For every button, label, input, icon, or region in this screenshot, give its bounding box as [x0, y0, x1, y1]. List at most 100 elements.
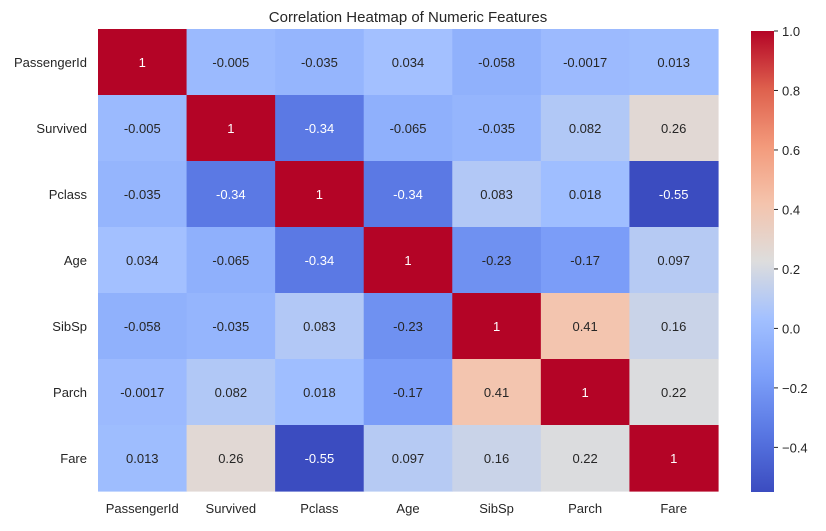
heatmap-cell-pclass-age	[363, 161, 453, 228]
heatmap-cell-fare-age	[363, 425, 453, 492]
heatmap-cell-passengerid-age	[363, 29, 453, 96]
x-tick-label: SibSp	[479, 501, 514, 516]
colorbar-tick-label: 0.4	[782, 202, 800, 217]
heatmap-cell-parch-passengerid	[98, 359, 188, 426]
heatmap-cell-pclass-parch	[540, 161, 631, 228]
heatmap-cell-label: 0.083	[303, 319, 336, 334]
y-tick-label: SibSp	[52, 319, 87, 334]
heatmap-cell-label: -0.065	[390, 121, 427, 136]
heatmap-cell-sibsp-survived	[186, 293, 276, 360]
heatmap-cell-label: -0.34	[216, 187, 246, 202]
colorbar-tick-label: 1.0	[782, 24, 800, 39]
heatmap-cell-label: 0.097	[657, 253, 690, 268]
colorbar-tick-label: 0.8	[782, 83, 800, 98]
heatmap-cell-label: -0.035	[478, 121, 515, 136]
heatmap-cell-label: -0.17	[570, 253, 600, 268]
heatmap-cell-label: -0.34	[393, 187, 423, 202]
x-tick-label: Parch	[568, 501, 602, 516]
heatmap-cell-parch-parch	[540, 359, 631, 426]
x-axis-tick-labels: PassengerId Survived Pclass Age SibSp Parch Fa…	[106, 501, 687, 516]
heatmap-cell-age-sibsp	[452, 227, 542, 294]
heatmap-cell-parch-fare	[629, 359, 719, 426]
heatmap-cell-label: 0.22	[572, 451, 597, 466]
heatmap-cell-survived-fare	[629, 95, 719, 162]
x-tick-label: Pclass	[300, 501, 339, 516]
colorbar-tick-label: −0.4	[782, 440, 808, 455]
heatmap-cell-sibsp-sibsp	[452, 293, 542, 360]
x-tick-label: Survived	[206, 501, 257, 516]
heatmap-cell-survived-parch	[540, 95, 631, 162]
heatmap-cell-sibsp-age	[363, 293, 453, 360]
heatmap-cell-passengerid-survived	[186, 29, 276, 96]
heatmap-cell-label: -0.035	[301, 55, 338, 70]
heatmap-cell-sibsp-passengerid	[98, 293, 188, 360]
heatmap-cell-survived-passengerid	[98, 95, 188, 162]
heatmap-cell-fare-survived	[186, 425, 276, 492]
heatmap-cell-label: 0.26	[661, 121, 686, 136]
heatmap-cell-passengerid-passengerid	[98, 29, 188, 96]
heatmap-cell-labels: 1 -0.005 -0.035 0.034 -0.058 -0.0017 0.013 -0.0…	[120, 55, 690, 466]
heatmap-cell-label: 0.082	[569, 121, 602, 136]
heatmap-cell-label: -0.065	[212, 253, 249, 268]
heatmap-cell-pclass-survived	[186, 161, 276, 228]
y-tick-label: Fare	[60, 451, 87, 466]
heatmap-cell-pclass-fare	[629, 161, 719, 228]
heatmap-cell-label: 0.41	[572, 319, 597, 334]
heatmap-cell-sibsp-pclass	[275, 293, 365, 360]
heatmap-cell-label: 0.16	[661, 319, 686, 334]
heatmap-cell-label: -0.17	[393, 385, 423, 400]
heatmap-cell-label: -0.23	[393, 319, 423, 334]
heatmap-cell-label: -0.058	[478, 55, 515, 70]
heatmap-cell-label: -0.23	[482, 253, 512, 268]
heatmap-cell-label: 0.018	[303, 385, 336, 400]
heatmap-cell-survived-sibsp	[452, 95, 542, 162]
heatmap-cell-pclass-passengerid	[98, 161, 188, 228]
heatmap-cell-passengerid-fare	[629, 29, 719, 96]
heatmap-cell-label: 0.013	[657, 55, 690, 70]
colorbar: −0.4 −0.2 0.0 0.2 0.4 0.6 0.8 1.0	[751, 24, 808, 492]
x-tick-label: Age	[396, 501, 419, 516]
heatmap-cell-label: 0.082	[215, 385, 248, 400]
heatmap-cell-pclass-pclass	[275, 161, 365, 228]
y-tick-label: Pclass	[49, 187, 88, 202]
heatmap-cell-label: 0.013	[126, 451, 159, 466]
x-tick-label: Fare	[660, 501, 687, 516]
chart-title: Correlation Heatmap of Numeric Features	[269, 9, 547, 26]
heatmap-cell-fare-fare	[629, 425, 719, 492]
heatmap-cell-label: 1	[404, 253, 411, 268]
heatmap-cell-label: 1	[227, 121, 234, 136]
colorbar-gradient	[751, 31, 774, 492]
y-tick-label: Parch	[53, 385, 87, 400]
heatmap-cell-label: -0.005	[212, 55, 249, 70]
heatmap-cell-label: 0.26	[218, 451, 243, 466]
x-tick-label: PassengerId	[106, 501, 179, 516]
heatmap-cell-parch-pclass	[275, 359, 365, 426]
heatmap-cell-age-passengerid	[98, 227, 188, 294]
heatmap-cell-age-pclass	[275, 227, 365, 294]
heatmap-cell-fare-sibsp	[452, 425, 542, 492]
heatmap-cells	[98, 29, 719, 492]
colorbar-tick-label: 0.6	[782, 143, 800, 158]
heatmap-cell-label: 0.41	[484, 385, 509, 400]
heatmap-cell-label: 1	[582, 385, 589, 400]
heatmap-cell-parch-age	[363, 359, 453, 426]
heatmap-cell-label: -0.34	[305, 253, 335, 268]
heatmap-cell-label: 0.083	[480, 187, 513, 202]
heatmap-cell-parch-survived	[186, 359, 276, 426]
heatmap-cell-age-age	[363, 227, 453, 294]
heatmap-cell-label: -0.34	[305, 121, 335, 136]
heatmap-cell-age-survived	[186, 227, 276, 294]
colorbar-tick-label: 0.2	[782, 262, 800, 277]
heatmap-cell-passengerid-parch	[540, 29, 631, 96]
heatmap-cell-passengerid-sibsp	[452, 29, 542, 96]
heatmap-cell-label: -0.058	[124, 319, 161, 334]
heatmap-cell-label: 0.16	[484, 451, 509, 466]
heatmap-cell-pclass-sibsp	[452, 161, 542, 228]
heatmap-cell-survived-pclass	[275, 95, 365, 162]
heatmap-cell-label: -0.55	[659, 187, 689, 202]
heatmap-cell-survived-survived	[186, 95, 276, 162]
y-tick-label: Age	[64, 253, 87, 268]
colorbar-tick-label: −0.2	[782, 381, 808, 396]
